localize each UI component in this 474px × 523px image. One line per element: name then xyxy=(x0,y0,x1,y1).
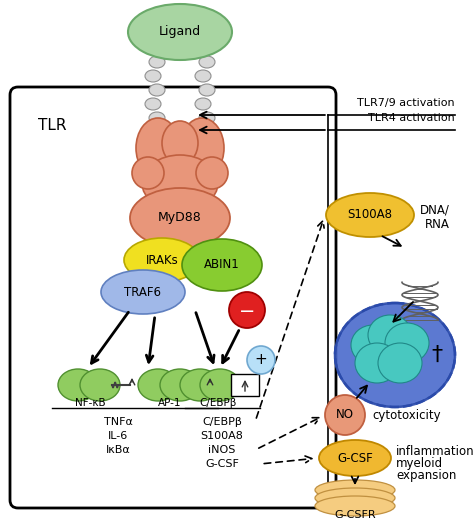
Text: TRAF6: TRAF6 xyxy=(125,286,162,299)
Ellipse shape xyxy=(247,346,275,374)
Ellipse shape xyxy=(138,369,178,401)
Ellipse shape xyxy=(58,369,98,401)
Ellipse shape xyxy=(162,121,198,165)
Ellipse shape xyxy=(368,315,412,355)
Ellipse shape xyxy=(132,157,164,189)
Ellipse shape xyxy=(196,157,228,189)
Text: TLR: TLR xyxy=(38,118,66,133)
Text: iNOS: iNOS xyxy=(208,445,236,455)
Ellipse shape xyxy=(385,323,429,363)
Ellipse shape xyxy=(124,238,200,282)
Text: †: † xyxy=(431,345,443,365)
Ellipse shape xyxy=(199,56,215,68)
Ellipse shape xyxy=(182,239,262,291)
Text: IκBα: IκBα xyxy=(106,445,130,455)
Ellipse shape xyxy=(315,488,395,508)
Ellipse shape xyxy=(145,98,161,110)
Ellipse shape xyxy=(199,112,215,124)
Text: IL-6: IL-6 xyxy=(108,431,128,441)
Ellipse shape xyxy=(101,270,185,314)
Ellipse shape xyxy=(180,118,224,178)
Text: +: + xyxy=(255,353,267,368)
Ellipse shape xyxy=(355,343,399,383)
Ellipse shape xyxy=(195,70,211,82)
Ellipse shape xyxy=(195,126,211,138)
Ellipse shape xyxy=(142,155,218,211)
Ellipse shape xyxy=(80,369,120,401)
Ellipse shape xyxy=(199,84,215,96)
Ellipse shape xyxy=(315,480,395,500)
Ellipse shape xyxy=(319,440,391,476)
Text: S100A8: S100A8 xyxy=(347,209,392,222)
Text: ABIN1: ABIN1 xyxy=(204,258,240,271)
Ellipse shape xyxy=(351,325,395,365)
Text: RNA: RNA xyxy=(425,219,450,232)
Ellipse shape xyxy=(145,70,161,82)
Text: MyD88: MyD88 xyxy=(158,211,202,224)
Text: TLR7/9 activation: TLR7/9 activation xyxy=(357,98,455,108)
Ellipse shape xyxy=(195,98,211,110)
Text: DNA/: DNA/ xyxy=(420,203,450,217)
Text: C/EBPβ: C/EBPβ xyxy=(199,398,237,408)
Ellipse shape xyxy=(136,118,180,178)
Ellipse shape xyxy=(145,126,161,138)
Text: cytotoxicity: cytotoxicity xyxy=(372,408,441,422)
Ellipse shape xyxy=(130,188,230,248)
Text: IRAKs: IRAKs xyxy=(146,254,178,267)
Ellipse shape xyxy=(325,395,365,435)
Ellipse shape xyxy=(149,84,165,96)
Text: S100A8: S100A8 xyxy=(201,431,244,441)
Ellipse shape xyxy=(149,56,165,68)
Text: G-CSF: G-CSF xyxy=(337,451,373,464)
Ellipse shape xyxy=(315,496,395,516)
Ellipse shape xyxy=(229,292,265,328)
Ellipse shape xyxy=(128,4,232,60)
Ellipse shape xyxy=(149,112,165,124)
Ellipse shape xyxy=(200,369,240,401)
Ellipse shape xyxy=(335,303,455,407)
Text: expansion: expansion xyxy=(396,470,456,483)
Text: −: − xyxy=(239,302,255,322)
Text: inflammation,: inflammation, xyxy=(396,446,474,459)
Text: G-CSF: G-CSF xyxy=(205,459,239,469)
Bar xyxy=(231,374,259,396)
Text: TNFα: TNFα xyxy=(103,417,132,427)
Text: G-CSFR: G-CSFR xyxy=(334,510,376,520)
Ellipse shape xyxy=(378,343,422,383)
Ellipse shape xyxy=(160,369,200,401)
Ellipse shape xyxy=(326,193,414,237)
Text: myeloid: myeloid xyxy=(396,458,443,471)
Text: Ligand: Ligand xyxy=(159,26,201,39)
Text: NF-κB: NF-κB xyxy=(75,398,105,408)
Text: NO: NO xyxy=(336,408,354,422)
Ellipse shape xyxy=(180,369,220,401)
Text: C/EBPβ: C/EBPβ xyxy=(202,417,242,427)
FancyBboxPatch shape xyxy=(10,87,336,508)
Text: AP-1: AP-1 xyxy=(158,398,182,408)
Text: TLR4 activation: TLR4 activation xyxy=(368,113,455,123)
